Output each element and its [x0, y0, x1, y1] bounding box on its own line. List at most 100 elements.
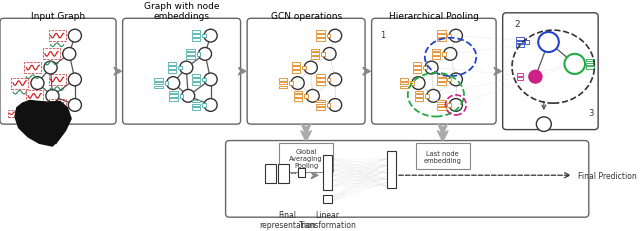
Bar [202, 78, 206, 82]
Bar [304, 95, 308, 98]
Bar [400, 86, 408, 89]
Circle shape [449, 30, 463, 43]
Text: 1: 1 [380, 30, 385, 39]
Circle shape [536, 117, 551, 132]
Bar [192, 100, 200, 103]
Bar [192, 39, 200, 42]
Bar [192, 75, 200, 78]
Bar [278, 164, 289, 183]
Bar [413, 71, 421, 73]
Text: 2: 2 [514, 19, 520, 28]
Bar [431, 57, 440, 60]
Bar [289, 82, 293, 85]
Text: = convolution: = convolution [24, 111, 63, 116]
Bar [516, 45, 524, 48]
Circle shape [166, 77, 180, 90]
Circle shape [328, 74, 342, 86]
Bar [292, 63, 300, 66]
Circle shape [198, 48, 212, 61]
Bar [316, 79, 325, 82]
Bar [316, 108, 325, 111]
Bar [437, 31, 445, 34]
Bar [400, 82, 408, 85]
Bar [437, 75, 445, 78]
Bar [316, 39, 325, 42]
Bar [298, 168, 305, 177]
Circle shape [68, 74, 81, 86]
FancyBboxPatch shape [415, 144, 470, 169]
Circle shape [444, 48, 457, 61]
Circle shape [204, 99, 217, 112]
Bar [168, 71, 176, 73]
Circle shape [63, 48, 76, 61]
Bar [516, 78, 524, 81]
Circle shape [204, 30, 217, 43]
Text: Input Graph: Input Graph [31, 12, 85, 21]
Bar [437, 39, 445, 42]
Circle shape [68, 99, 81, 112]
Bar [400, 79, 408, 81]
Bar [437, 100, 445, 103]
Bar [586, 59, 595, 62]
Circle shape [564, 55, 585, 75]
FancyBboxPatch shape [247, 19, 365, 125]
Bar [323, 155, 332, 190]
Circle shape [304, 62, 317, 75]
Circle shape [180, 62, 193, 75]
Bar [431, 49, 440, 52]
Circle shape [328, 30, 342, 43]
Text: Last node
embedding: Last node embedding [424, 150, 461, 163]
FancyBboxPatch shape [123, 19, 241, 125]
Bar [311, 57, 319, 60]
FancyBboxPatch shape [502, 14, 598, 130]
Bar [437, 108, 445, 111]
Bar [437, 35, 445, 38]
Bar [316, 100, 325, 103]
Text: Linear
Transformation: Linear Transformation [299, 210, 356, 229]
FancyBboxPatch shape [372, 19, 496, 125]
Bar [580, 63, 584, 67]
Bar [279, 79, 287, 81]
Bar [326, 35, 330, 38]
Bar [186, 49, 195, 52]
Polygon shape [15, 101, 71, 146]
Circle shape [328, 99, 342, 112]
Bar [192, 31, 200, 34]
Bar [316, 82, 325, 85]
Bar [170, 91, 178, 94]
Bar [316, 31, 325, 34]
Bar [387, 152, 396, 188]
FancyBboxPatch shape [279, 144, 333, 173]
Bar [170, 95, 178, 98]
Bar [437, 82, 445, 85]
Bar [186, 57, 195, 60]
Circle shape [204, 74, 217, 86]
Bar [326, 104, 330, 107]
Bar [186, 53, 195, 56]
Bar [202, 35, 206, 38]
Bar [415, 99, 423, 102]
Circle shape [412, 77, 425, 90]
Circle shape [425, 62, 438, 75]
Bar [316, 75, 325, 78]
Bar [154, 79, 163, 81]
Bar [196, 53, 200, 56]
Bar [154, 86, 163, 89]
Bar [202, 104, 206, 107]
FancyBboxPatch shape [225, 141, 589, 217]
Circle shape [449, 74, 463, 86]
Bar [294, 99, 302, 102]
Bar [447, 35, 451, 38]
Bar [316, 35, 325, 38]
Circle shape [323, 48, 336, 61]
Circle shape [427, 90, 440, 103]
Bar [170, 99, 178, 102]
Circle shape [46, 90, 59, 103]
Bar [311, 49, 319, 52]
Bar [192, 104, 200, 107]
Text: 3: 3 [589, 109, 594, 118]
Text: Hierarchical Pooling: Hierarchical Pooling [389, 12, 479, 21]
Bar [292, 67, 300, 70]
Bar [192, 35, 200, 38]
Bar [192, 82, 200, 85]
